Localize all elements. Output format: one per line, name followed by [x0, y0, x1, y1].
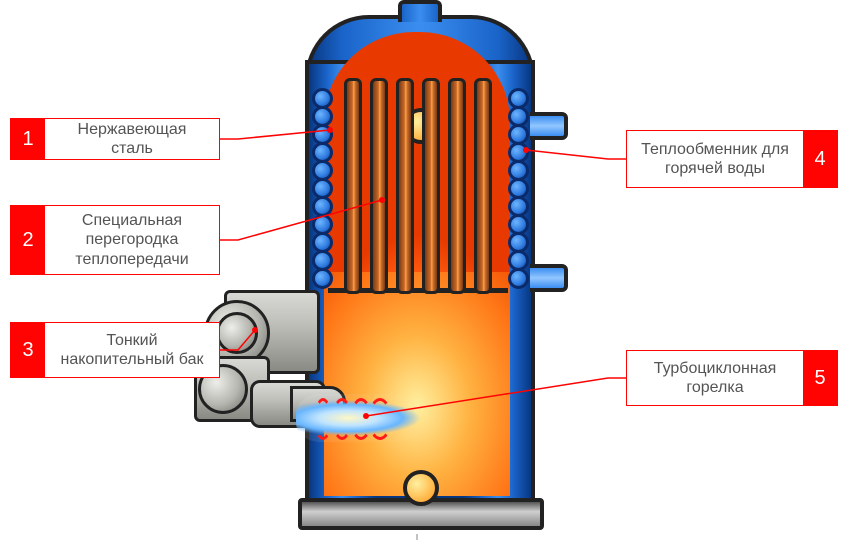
label-3: 3Тонкий накопительный бак	[10, 322, 220, 378]
flame-swirl	[368, 398, 392, 440]
label-text: Теплообменник для горячей воды	[627, 131, 803, 187]
diagram-canvas: 1Нержавеющая сталь 2Специальная перегород…	[0, 0, 850, 553]
label-number: 1	[11, 119, 45, 159]
coil-ring	[312, 268, 333, 289]
label-number: 3	[11, 323, 45, 377]
port-circle	[403, 470, 439, 506]
vertical-tube	[396, 78, 414, 294]
label-text: Тонкий накопительный бак	[45, 323, 219, 377]
label-number: 4	[803, 131, 837, 187]
vertical-tube	[474, 78, 492, 294]
vertical-tube	[370, 78, 388, 294]
vertical-tube	[344, 78, 362, 294]
label-1: 1Нержавеющая сталь	[10, 118, 220, 160]
flame-swirl	[314, 398, 332, 440]
outlet-pipe	[530, 264, 568, 292]
label-text: Специальная перегородка теплопередачи	[45, 206, 219, 274]
label-number: 2	[11, 206, 45, 274]
vertical-tube	[448, 78, 466, 294]
label-4: Теплообменник для горячей воды4	[626, 130, 838, 188]
burner-fan-hub	[216, 312, 258, 354]
boiler-neck	[398, 0, 442, 22]
vertical-tube	[422, 78, 440, 294]
label-5: Турбоциклонная горелка5	[626, 350, 838, 406]
label-text: Турбоциклонная горелка	[627, 351, 803, 405]
coil-ring	[508, 268, 529, 289]
label-text: Нержавеющая сталь	[45, 119, 219, 159]
label-number: 5	[803, 351, 837, 405]
outlet-pipe	[530, 112, 568, 140]
flame-swirl	[332, 398, 352, 440]
label-2: 2Специальная перегородка теплопередачи	[10, 205, 220, 275]
